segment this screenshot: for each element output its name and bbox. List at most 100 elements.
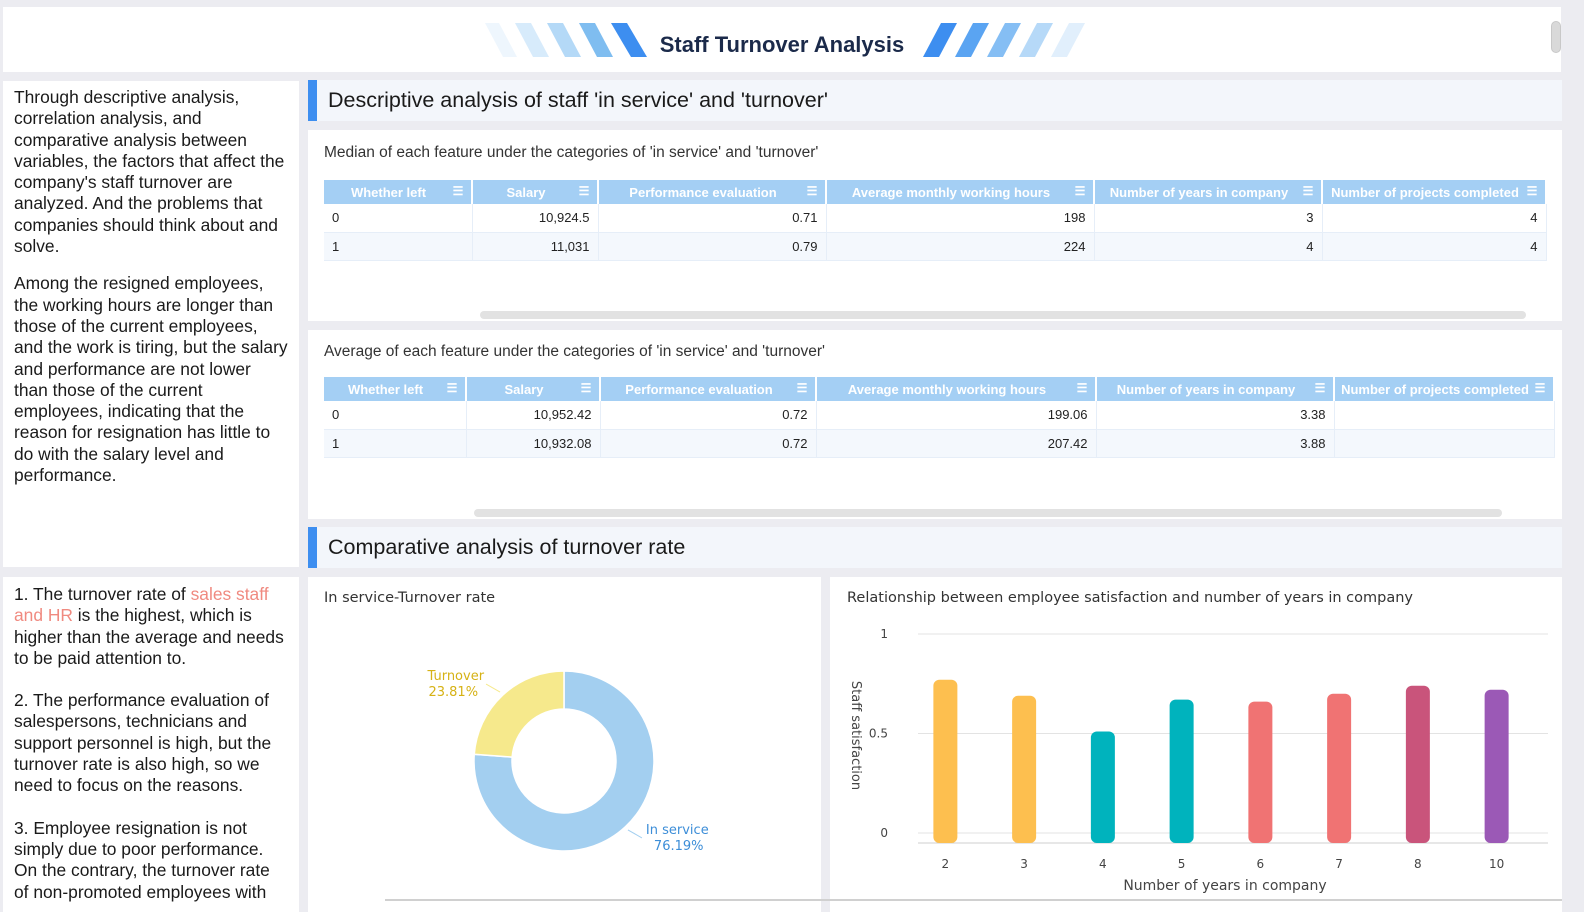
donut-label-name: In service — [646, 823, 709, 838]
divider — [385, 899, 1562, 901]
table-cell: 10,952.42 — [466, 401, 601, 430]
summary-paragraph: Through descriptive analysis, correlatio… — [14, 87, 285, 257]
sort-icon[interactable]: ☰ — [806, 184, 818, 198]
donut-label-value: 23.81% — [428, 685, 478, 700]
sort-icon[interactable]: ☰ — [1314, 381, 1326, 395]
column-header[interactable]: Performance evaluation ☰ — [598, 180, 827, 204]
column-header[interactable]: Whether left ☰ — [324, 180, 473, 204]
x-tick-label: 7 — [1335, 857, 1343, 871]
section-header-comparative: Comparative analysis of turnover rate — [308, 527, 1562, 568]
column-header[interactable]: Whether left ☰ — [324, 377, 467, 401]
bar[interactable] — [1169, 699, 1194, 843]
y-tick-label: 0.5 — [869, 727, 888, 741]
donut-label-name: Turnover — [427, 669, 485, 684]
x-tick-label: 6 — [1257, 857, 1265, 871]
table-cell: 199.06 — [816, 401, 1097, 430]
sort-icon[interactable]: ☰ — [1074, 184, 1086, 198]
section-header-descriptive: Descriptive analysis of staff 'in servic… — [308, 80, 1562, 121]
page-title: Staff Turnover Analysis — [659, 32, 905, 57]
table-cell: 0.79 — [598, 232, 827, 261]
column-header[interactable]: Number of years in company ☰ — [1094, 180, 1323, 204]
findings-text-panel: 1. The turnover rate of sales staff and … — [3, 577, 299, 912]
table-cell: 11,031 — [472, 232, 599, 261]
column-header[interactable]: Number of years in company ☰ — [1096, 377, 1335, 401]
section-accent-bar — [308, 527, 317, 568]
x-tick-label: 8 — [1414, 857, 1422, 871]
sort-icon[interactable]: ☰ — [578, 184, 590, 198]
table-cell: 0.72 — [600, 401, 817, 430]
x-tick-label: 3 — [1020, 857, 1028, 871]
x-tick-label: 2 — [942, 857, 950, 871]
y-tick-label: 0 — [880, 826, 888, 840]
bar-chart-panel: Relationship between employee satisfacti… — [830, 577, 1562, 912]
chart-title: In service-Turnover rate — [324, 590, 496, 606]
column-header-label: Whether left — [347, 381, 424, 397]
column-header[interactable]: Salary ☰ — [466, 377, 601, 401]
donut-label-line — [485, 683, 501, 693]
column-header-label: Performance evaluation — [629, 184, 777, 200]
x-tick-label: 10 — [1489, 857, 1504, 871]
column-header-label: Number of projects completed — [1331, 184, 1519, 200]
bar[interactable] — [1405, 685, 1430, 843]
bar[interactable] — [1248, 701, 1273, 843]
bar[interactable] — [1012, 695, 1037, 843]
bar[interactable] — [1327, 693, 1352, 843]
table-cell: 3 — [1094, 204, 1323, 233]
finding-text: is the highest, which is higher than the… — [14, 605, 284, 668]
finding-highlight: sales staff and HR — [14, 584, 269, 626]
donut-label-value: 76.19% — [654, 839, 704, 854]
donut-slice-in-service[interactable] — [473, 670, 655, 852]
stripes-left-decoration — [485, 23, 647, 57]
sort-icon[interactable]: ☰ — [796, 381, 808, 395]
average-table: Whether left ☰ Salary ☰ Performance evalua… — [324, 377, 1555, 458]
column-header[interactable]: Number of projects completed ☰ — [1322, 180, 1547, 204]
sort-icon[interactable]: ☰ — [1534, 381, 1546, 395]
column-header-label: Whether left — [350, 184, 427, 200]
column-header[interactable]: Average monthly working hours ☰ — [826, 180, 1095, 204]
x-tick-label: 4 — [1099, 857, 1107, 871]
sort-icon[interactable]: ☰ — [580, 381, 592, 395]
horizontal-scrollbar[interactable] — [480, 311, 1526, 319]
table-cell: 4 — [1094, 232, 1323, 261]
bar-chart: 0 0.5 1 2 3 4 5 6 7 8 10 Number of years in company… — [848, 627, 1548, 894]
y-tick-label: 1 — [880, 627, 888, 641]
column-header[interactable]: Performance evaluation ☰ — [600, 377, 817, 401]
donut-slice-turnover[interactable] — [473, 670, 565, 758]
sort-icon[interactable]: ☰ — [452, 184, 464, 198]
table-row: 0 10,924.5 0.71 198 3 4 — [324, 204, 1547, 233]
table-cell: 4 — [1322, 232, 1547, 261]
table-cell: 198 — [826, 204, 1095, 233]
table-cell: 4 — [1322, 204, 1547, 233]
column-header-label: Average monthly working hours — [847, 381, 1047, 397]
sort-icon[interactable]: ☰ — [446, 381, 458, 395]
sort-icon[interactable]: ☰ — [1526, 184, 1538, 198]
column-header-label: Salary — [504, 381, 544, 397]
table-caption: Average of each feature under the catego… — [324, 343, 825, 360]
summary-text-panel: Through descriptive analysis, correlatio… — [3, 81, 299, 567]
donut-chart-panel: In service-Turnover rate In service 76.19… — [308, 577, 821, 912]
chart-title: Relationship between employee satisfacti… — [847, 590, 1414, 606]
column-header[interactable]: Number of projects completed ☰ — [1334, 377, 1555, 401]
table-cell: 1 — [324, 429, 467, 458]
donut-label-line — [627, 829, 643, 839]
table-cell: 1 — [324, 232, 473, 261]
vertical-scrollbar[interactable] — [1551, 21, 1561, 53]
bar[interactable] — [933, 679, 958, 843]
column-header[interactable]: Average monthly working hours ☰ — [816, 377, 1097, 401]
column-header[interactable]: Salary ☰ — [472, 180, 599, 204]
horizontal-scrollbar[interactable] — [474, 509, 1502, 517]
bar[interactable] — [1090, 731, 1115, 843]
stripes-right-decoration — [923, 23, 1085, 57]
table-cell: 10,932.08 — [466, 429, 601, 458]
table-cell — [1334, 401, 1555, 430]
section-title: Descriptive analysis of staff 'in servic… — [328, 88, 828, 112]
table-cell: 0 — [324, 204, 473, 233]
sort-icon[interactable]: ☰ — [1076, 381, 1088, 395]
column-header-label: Number of years in company — [1116, 381, 1296, 397]
table-row: 1 11,031 0.79 224 4 4 — [324, 232, 1547, 261]
table-cell: 0 — [324, 401, 467, 430]
table-cell: 207.42 — [816, 429, 1097, 458]
bar[interactable] — [1484, 689, 1509, 843]
sort-icon[interactable]: ☰ — [1302, 184, 1314, 198]
